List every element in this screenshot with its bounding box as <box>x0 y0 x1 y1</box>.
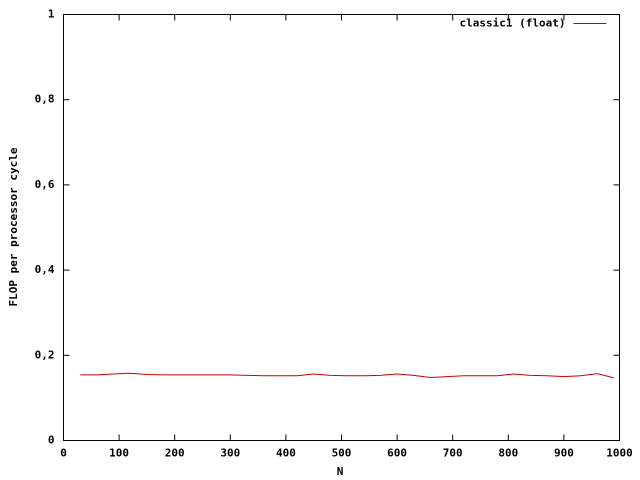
x-tick-label: 600 <box>387 447 407 460</box>
y-axis-label: FLOP per processor cycle <box>7 147 20 306</box>
y-tick-label: 0,8 <box>35 93 55 106</box>
x-tick-label: 500 <box>332 447 352 460</box>
x-tick-label: 1000 <box>606 447 633 460</box>
y-tick-label: 0,6 <box>35 178 55 191</box>
y-tick-label: 0,2 <box>35 348 55 361</box>
x-tick-label: 800 <box>498 447 518 460</box>
x-tick-label: 400 <box>276 447 296 460</box>
x-tick-label: 200 <box>165 447 185 460</box>
x-tick-label: 100 <box>109 447 129 460</box>
x-tick-label: 300 <box>220 447 240 460</box>
plot-border <box>63 14 620 441</box>
x-tick-label: 900 <box>554 447 574 460</box>
data-line <box>80 372 615 379</box>
x-axis-label: N <box>337 465 344 478</box>
legend-label: classic1 (float) <box>460 17 566 30</box>
y-tick-label: 0,4 <box>35 263 55 276</box>
x-tick-label: 700 <box>443 447 463 460</box>
y-tick-label: 1 <box>48 8 55 21</box>
x-tick-label: 0 <box>60 447 67 460</box>
y-tick-label: 0 <box>48 434 55 447</box>
